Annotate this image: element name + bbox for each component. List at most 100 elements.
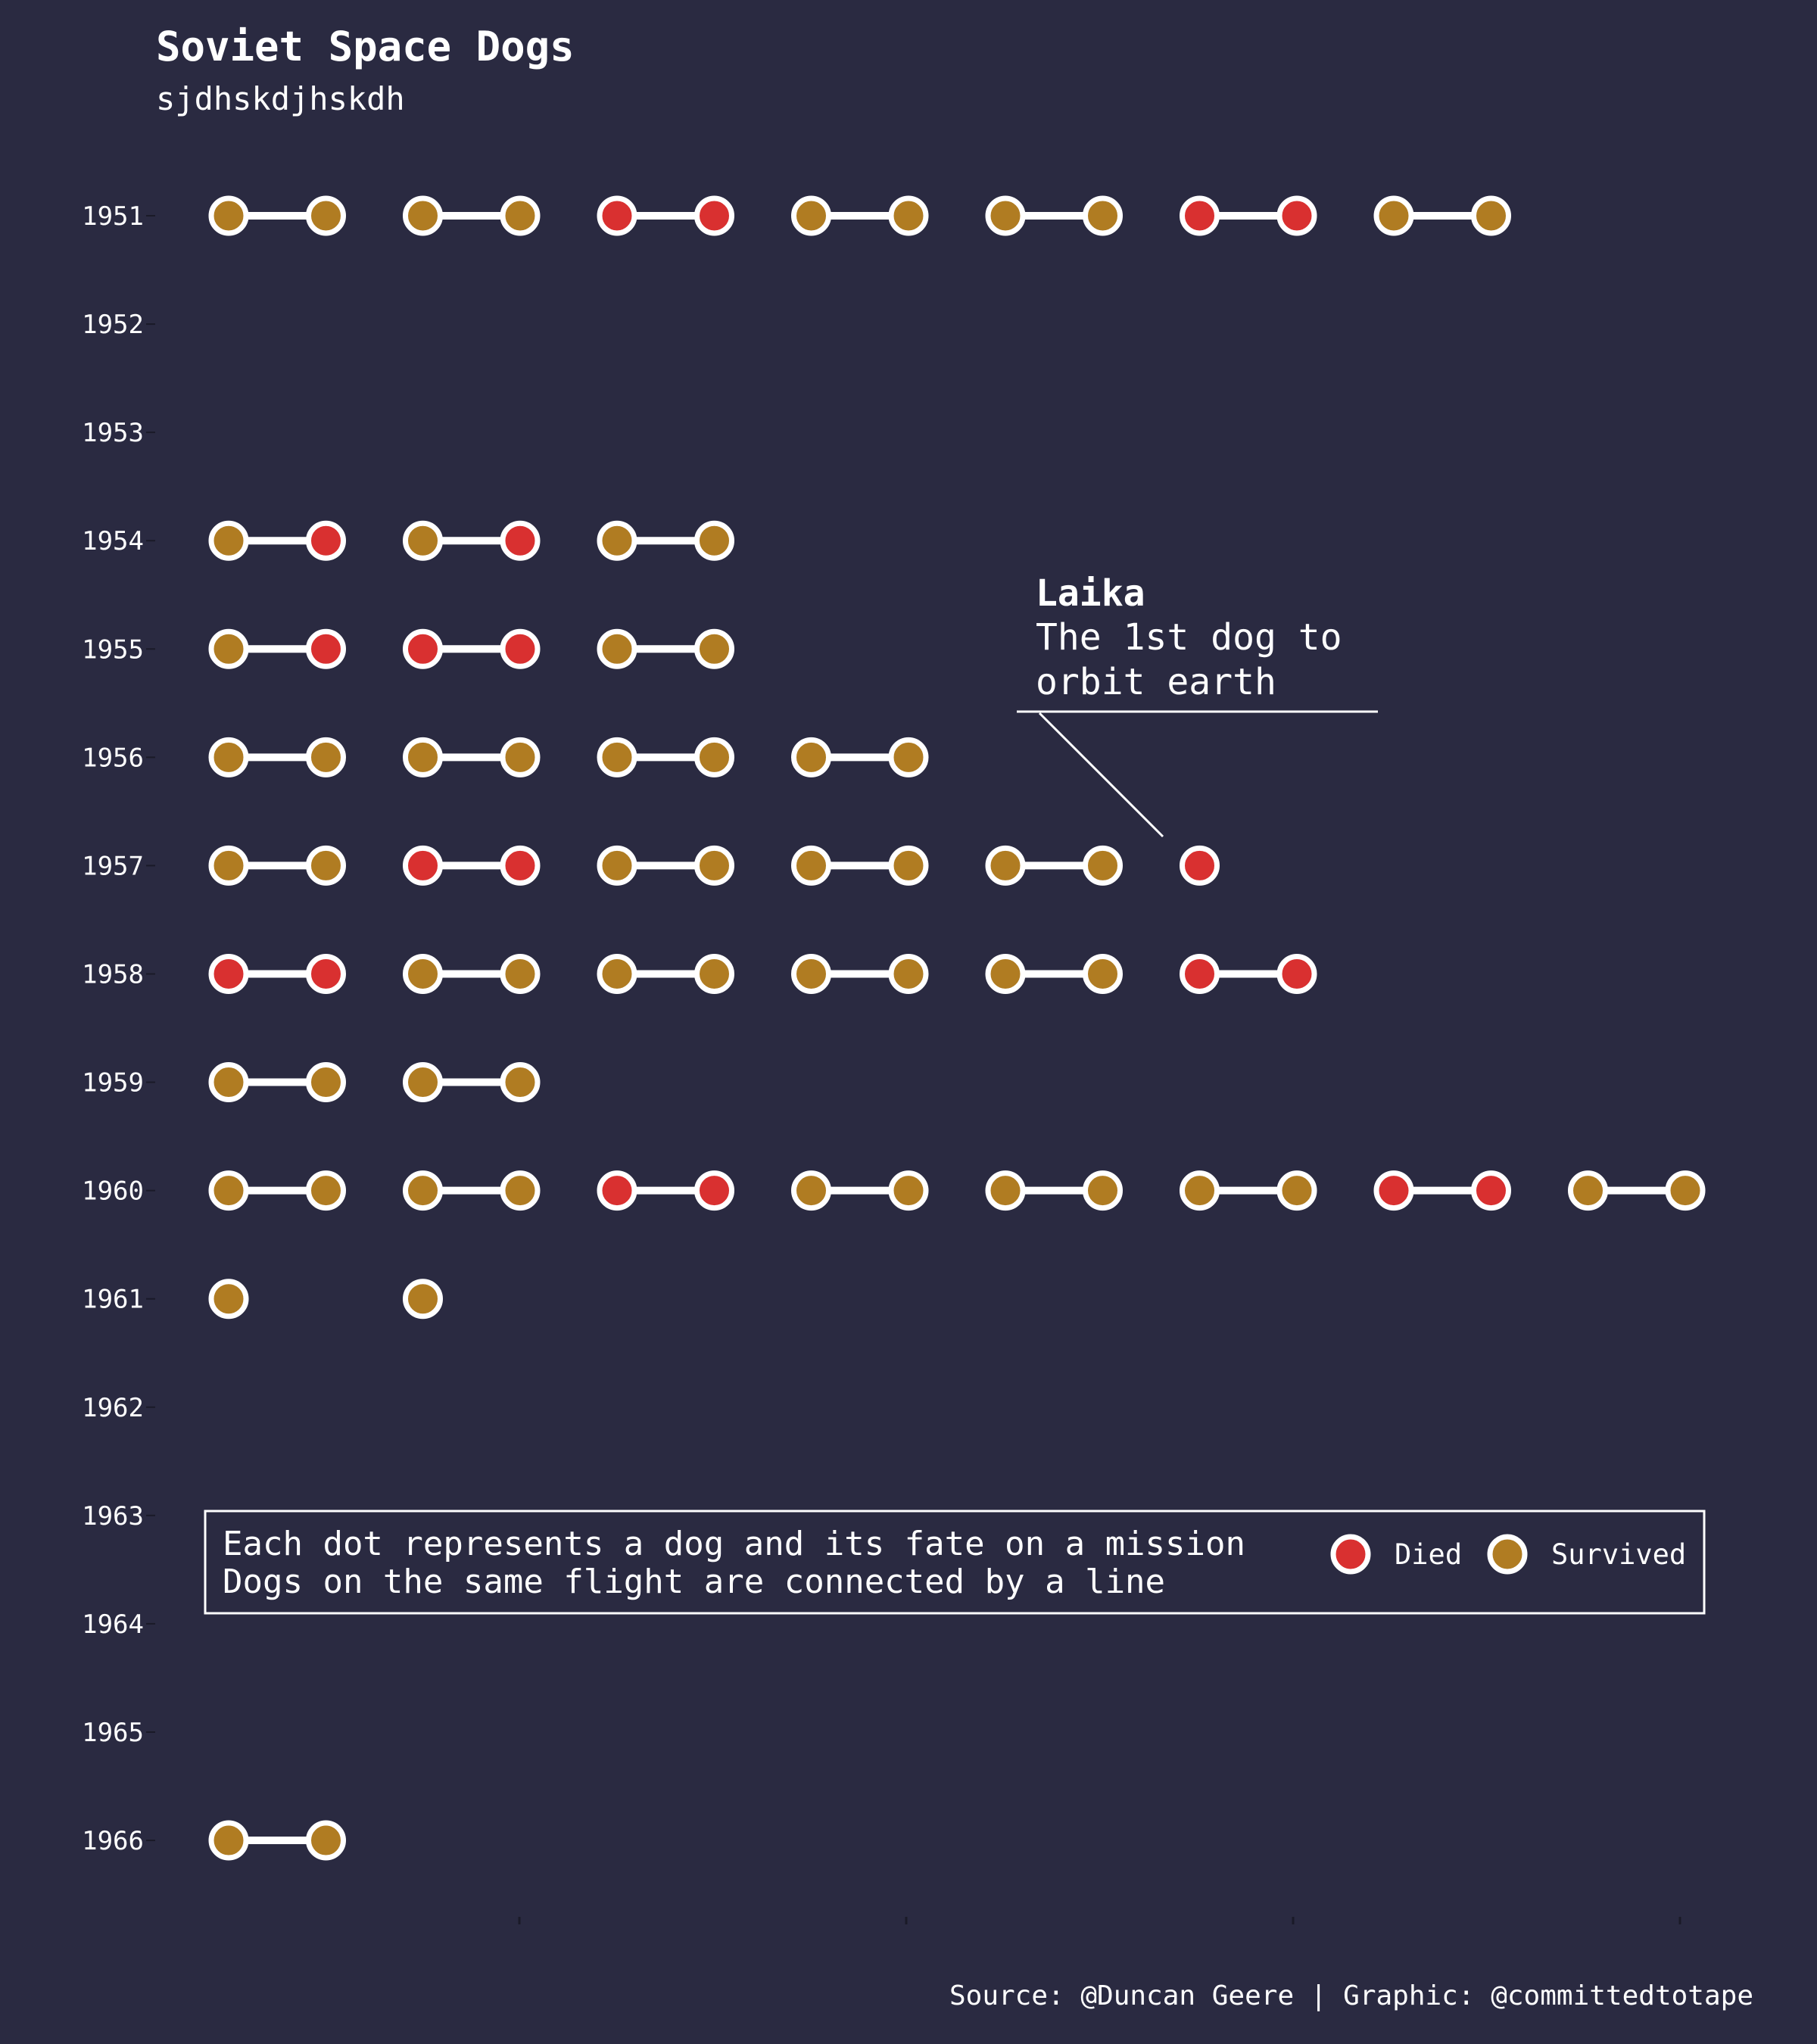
source-caption: Source: @Duncan Geere | Graphic: @commit… [949,1980,1753,2011]
dog-dot-died [403,845,443,886]
dog-dot-survived [1180,1170,1220,1211]
dog-dot-died [500,520,541,561]
dog-dot-survived [888,195,929,236]
dog-dot-survived [1568,1170,1608,1211]
legend-survived-dot [1487,1534,1528,1575]
dog-dot-survived [1471,195,1511,236]
dog-dot-survived [694,520,734,561]
dog-dot-survived [1665,1170,1706,1211]
dog-dot-died [1180,953,1220,994]
dog-dot-survived [403,953,443,994]
dog-dot-died [694,1170,734,1211]
dog-dot-survived [306,737,346,777]
legend-died-label: Died [1395,1538,1462,1571]
dog-dot-survived [208,1170,249,1211]
legend-survived-label: Survived [1551,1538,1686,1571]
dog-dot-survived [208,1820,249,1861]
y-tick-label-1961: 1961 [82,1285,144,1315]
dog-dot-survived [403,1279,443,1320]
y-tick-label-1956: 1956 [82,743,144,773]
y-tick-label-1966: 1966 [82,1826,144,1856]
annotation-line-1: The 1st dog to [1036,616,1342,659]
dog-dot-survived [985,953,1026,994]
y-tick-label-1959: 1959 [82,1068,144,1098]
legend-box [204,1510,1706,1615]
dog-dot-survived [306,1170,346,1211]
dog-dot-died [1180,845,1220,886]
dog-dot-survived [306,1062,346,1103]
dog-dot-died [403,628,443,669]
dog-dot-survived [791,195,831,236]
dog-dot-survived [306,195,346,236]
y-axis: 1951 1952 1953 1954 1955 1956 1957 1958 1959 1960… [82,201,155,1856]
y-tick-label-1958: 1958 [82,959,144,989]
dog-dot-survived [597,953,637,994]
dog-dot-survived [208,1062,249,1103]
dog-dot-survived [1373,195,1414,236]
y-tick-label-1952: 1952 [82,310,144,340]
y-tick-label-1964: 1964 [82,1609,144,1640]
dog-dot-died [306,953,346,994]
dog-dot-died [1373,1170,1414,1211]
y-tick-label-1965: 1965 [82,1718,144,1748]
dog-dot-survived [500,737,541,777]
annotation-title: Laika [1036,572,1145,615]
dog-dot-survived [403,737,443,777]
dog-dot-survived [985,845,1026,886]
dog-dot-survived [597,520,637,561]
dog-dot-survived [985,1170,1026,1211]
y-tick-label-1954: 1954 [82,526,144,556]
dog-dot-died [1276,953,1317,994]
dog-dot-survived [403,1062,443,1103]
dog-dot-survived [1083,195,1123,236]
legend-died-dot [1330,1534,1371,1575]
dog-dot-survived [1083,1170,1123,1211]
y-tick-label-1963: 1963 [82,1501,144,1531]
legend-description-line-2: Dogs on the same flight are connected by… [223,1563,1165,1601]
dog-marks [208,195,1706,1861]
dog-dot-survived [694,628,734,669]
dog-dot-survived [985,195,1026,236]
dog-dot-survived [208,520,249,561]
dog-dot-survived [500,1170,541,1211]
dog-dot-died [694,195,734,236]
dog-dot-survived [694,953,734,994]
legend: Each dot represents a dog and its fate o… [204,1510,1706,1615]
dog-dot-died [500,628,541,669]
dog-dot-survived [306,845,346,886]
dog-dot-died [1180,195,1220,236]
dog-dot-died [1471,1170,1511,1211]
dog-dot-died [208,953,249,994]
dog-dot-survived [791,1170,831,1211]
dog-dot-died [306,628,346,669]
dog-dot-survived [306,1820,346,1861]
dog-dot-died [1276,195,1317,236]
dog-dot-died [500,845,541,886]
dog-dot-survived [888,953,929,994]
dog-dot-survived [208,628,249,669]
laika-annotation: Laika The 1st dog to orbit earth [1017,572,1378,838]
y-tick-label-1962: 1962 [82,1393,144,1423]
dog-dot-survived [791,953,831,994]
y-tick-label-1960: 1960 [82,1176,144,1207]
dog-dot-survived [888,737,929,777]
dog-dot-survived [791,737,831,777]
y-tick-label-1955: 1955 [82,634,144,665]
dog-dot-died [597,1170,637,1211]
dog-dot-survived [597,628,637,669]
dog-dot-survived [597,737,637,777]
dog-dot-survived [403,520,443,561]
y-tick-label-1953: 1953 [82,418,144,448]
dog-dot-survived [208,195,249,236]
dog-dot-survived [403,195,443,236]
dog-dot-survived [791,845,831,886]
dog-dot-died [306,520,346,561]
dog-dot-survived [1083,845,1123,886]
chart-title: Soviet Space Dogs [156,23,575,70]
dog-dot-survived [500,1062,541,1103]
annotation-pointer [1038,712,1164,838]
dog-dot-survived [888,845,929,886]
x-axis-ticks [518,1917,1681,1924]
dog-dot-survived [1276,1170,1317,1211]
